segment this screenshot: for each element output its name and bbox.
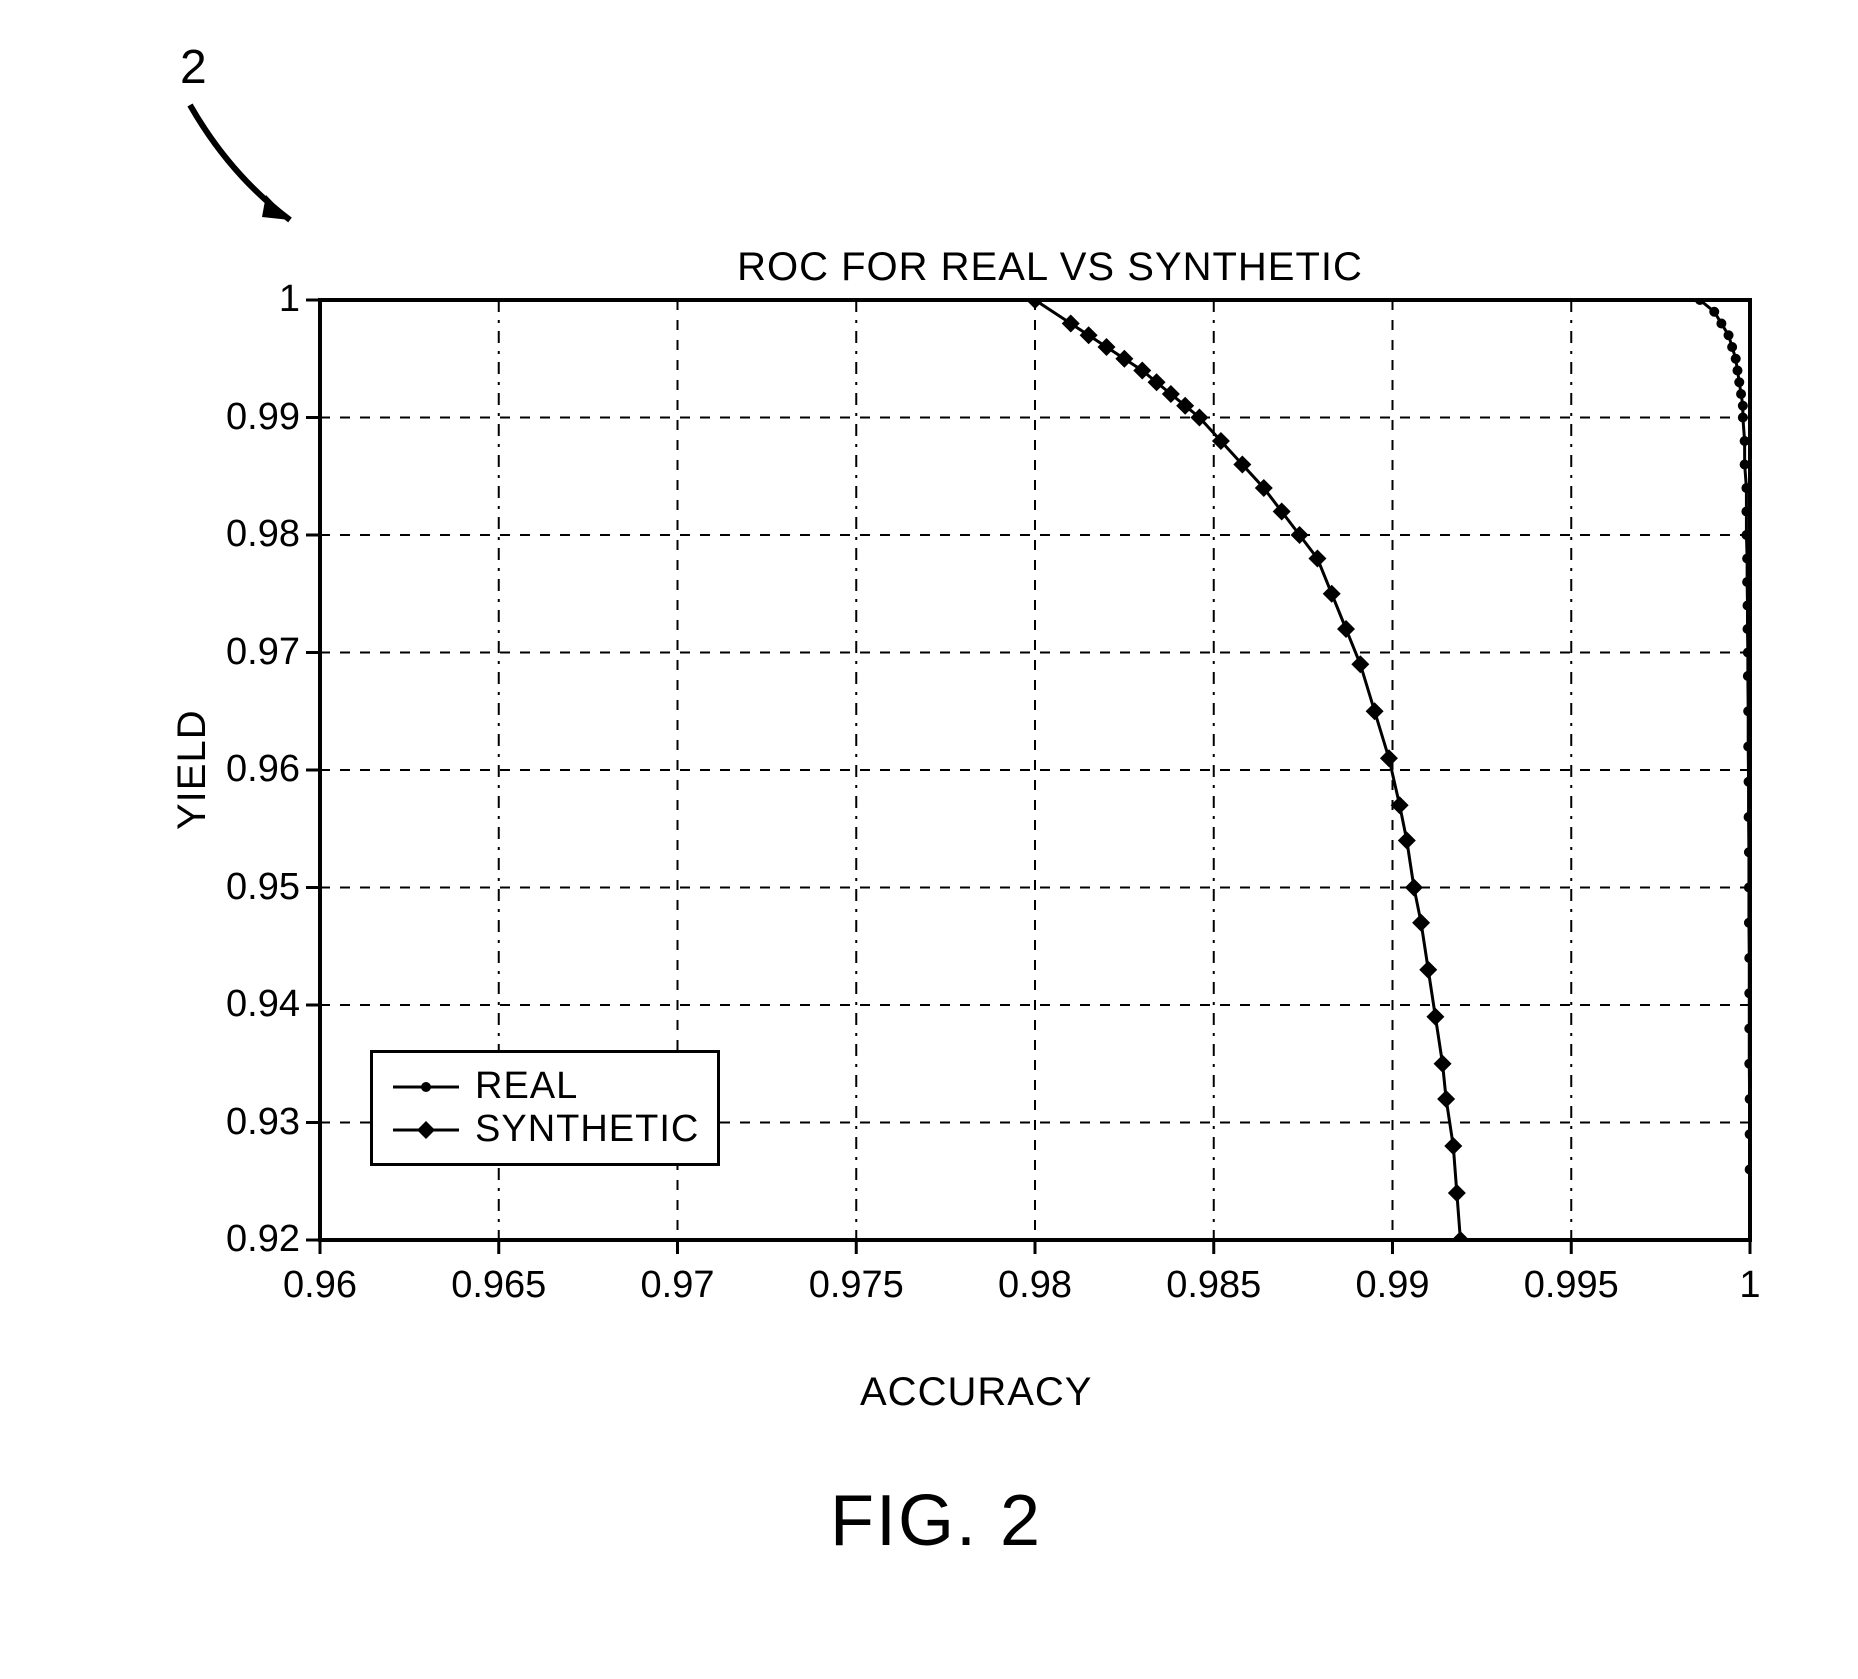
x-tick-label: 0.995 bbox=[1516, 1264, 1626, 1307]
x-tick-label: 0.98 bbox=[980, 1264, 1090, 1307]
y-tick-label: 0.94 bbox=[200, 983, 300, 1026]
x-tick-label: 0.97 bbox=[623, 1264, 733, 1307]
y-tick-label: 1 bbox=[200, 278, 300, 321]
chart-plot bbox=[0, 0, 1858, 1679]
y-tick-label: 0.96 bbox=[200, 748, 300, 791]
x-tick-label: 0.965 bbox=[444, 1264, 554, 1307]
y-tick-label: 0.92 bbox=[200, 1218, 300, 1261]
x-tick-label: 0.975 bbox=[801, 1264, 911, 1307]
y-tick-label: 0.99 bbox=[200, 396, 300, 439]
x-tick-label: 0.99 bbox=[1338, 1264, 1448, 1307]
x-tick-label: 1 bbox=[1695, 1264, 1805, 1307]
legend: REALSYNTHETIC bbox=[370, 1050, 720, 1166]
legend-label: REAL bbox=[475, 1065, 578, 1108]
y-tick-label: 0.93 bbox=[200, 1101, 300, 1144]
x-tick-label: 0.985 bbox=[1159, 1264, 1269, 1307]
y-tick-label: 0.98 bbox=[200, 513, 300, 556]
legend-item: REAL bbox=[391, 1065, 699, 1108]
x-tick-label: 0.96 bbox=[265, 1264, 375, 1307]
legend-item: SYNTHETIC bbox=[391, 1108, 699, 1151]
legend-label: SYNTHETIC bbox=[475, 1108, 699, 1151]
y-tick-label: 0.97 bbox=[200, 631, 300, 674]
figure-page: 2 ROC FOR REAL VS SYNTHETIC YIELD ACCURA… bbox=[0, 0, 1858, 1679]
y-tick-label: 0.95 bbox=[200, 866, 300, 909]
